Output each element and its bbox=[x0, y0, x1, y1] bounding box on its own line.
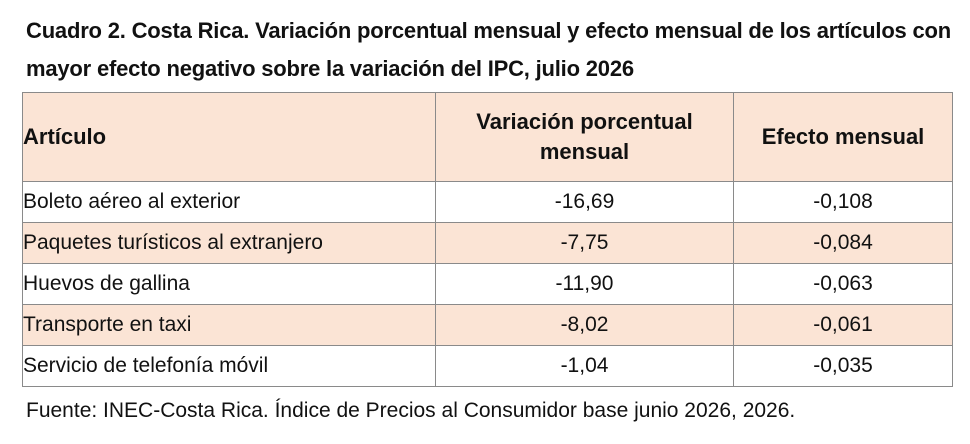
cell-article: Paquetes turísticos al extranjero bbox=[22, 222, 436, 264]
cell-variation: -1,04 bbox=[435, 345, 734, 387]
column-header-variation-label: Variación porcentual mensual bbox=[476, 109, 693, 164]
cell-variation: -8,02 bbox=[435, 304, 734, 346]
table-row: Transporte en taxi -8,02 -0,061 bbox=[22, 304, 953, 346]
cell-variation: -7,75 bbox=[435, 222, 734, 264]
column-header-effect: Efecto mensual bbox=[733, 92, 953, 182]
table-row: Paquetes turísticos al extranjero -7,75 … bbox=[22, 222, 953, 264]
cell-effect: -0,035 bbox=[733, 345, 953, 387]
cell-variation: -16,69 bbox=[435, 181, 734, 223]
cell-effect: -0,084 bbox=[733, 222, 953, 264]
cell-article: Boleto aéreo al exterior bbox=[22, 181, 436, 223]
cell-article: Transporte en taxi bbox=[22, 304, 436, 346]
cell-variation: -11,90 bbox=[435, 263, 734, 305]
data-table: Artículo Variación porcentual mensual Ef… bbox=[22, 92, 953, 387]
column-header-variation: Variación porcentual mensual bbox=[435, 92, 734, 182]
table-row: Huevos de gallina -11,90 -0,063 bbox=[22, 263, 953, 305]
table-row: Servicio de telefonía móvil -1,04 -0,035 bbox=[22, 345, 953, 387]
column-header-article: Artículo bbox=[22, 92, 436, 182]
cell-article: Huevos de gallina bbox=[22, 263, 436, 305]
table-header-row: Artículo Variación porcentual mensual Ef… bbox=[22, 92, 953, 182]
table-row: Boleto aéreo al exterior -16,69 -0,108 bbox=[22, 181, 953, 223]
cell-effect: -0,061 bbox=[733, 304, 953, 346]
source-note: Fuente: INEC-Costa Rica. Índice de Preci… bbox=[26, 399, 796, 422]
cell-effect: -0,063 bbox=[733, 263, 953, 305]
cell-effect: -0,108 bbox=[733, 181, 953, 223]
table-title: Cuadro 2. Costa Rica. Variación porcentu… bbox=[26, 18, 952, 81]
cell-article: Servicio de telefonía móvil bbox=[22, 345, 436, 387]
